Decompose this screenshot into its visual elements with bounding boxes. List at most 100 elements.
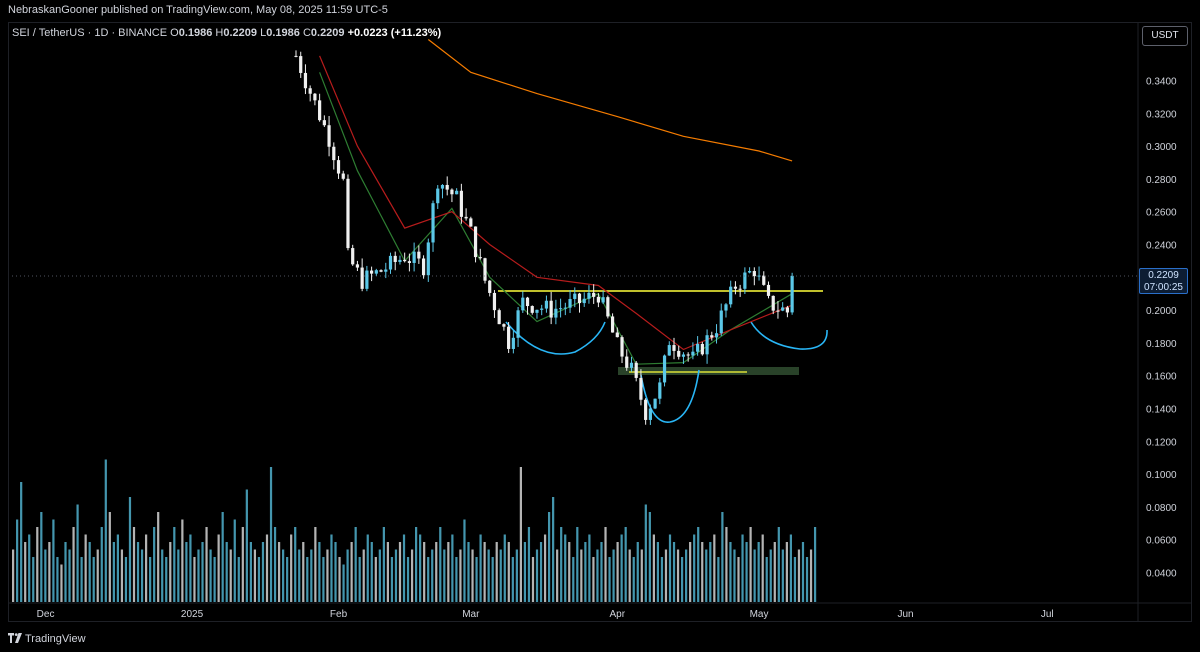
moving-average-line (427, 39, 793, 162)
candle-body (752, 271, 756, 277)
x-tick-label: May (750, 609, 769, 620)
volume-bar (745, 542, 748, 602)
candle-body (601, 297, 605, 303)
volume-bar (241, 527, 244, 602)
volume-bar (491, 557, 494, 602)
volume-bar (173, 527, 176, 602)
volume-bar (197, 549, 200, 602)
candle-body (355, 264, 360, 268)
volume-bar (398, 542, 402, 602)
volume-bar (237, 557, 240, 602)
volume-bar (213, 557, 216, 602)
volume-bar (515, 549, 518, 602)
volume-bar (660, 557, 664, 602)
candle-body (776, 310, 780, 312)
candle-body (318, 100, 322, 121)
volume-bar (48, 542, 51, 602)
volume-bar (177, 549, 180, 602)
y-tick-label: 0.3000 (1146, 142, 1177, 153)
volume-bar (628, 549, 631, 602)
y-tick-label: 0.0800 (1146, 503, 1177, 514)
volume-bar (523, 542, 527, 602)
volume-bar (729, 542, 732, 602)
volume-bar (511, 557, 514, 602)
volume-bar (253, 549, 257, 602)
candle-body (762, 275, 766, 285)
volume-bar (72, 527, 75, 602)
y-tick-label: 0.3200 (1146, 109, 1177, 120)
volume-bar (793, 557, 797, 602)
volume-bar (713, 534, 716, 602)
volume-bar (471, 549, 474, 602)
volume-bar (781, 549, 784, 602)
volume-bar (88, 542, 91, 602)
candle-body (332, 146, 336, 161)
volume-bar (616, 542, 619, 602)
time-axis[interactable]: Dec 2025 Feb Mar Apr May Jun Jul (37, 609, 1054, 620)
volume-bar (257, 557, 261, 602)
volume-bar (475, 557, 478, 602)
volume-bar (568, 542, 571, 602)
volume-bar (765, 557, 768, 602)
y-tick-label: 0.0600 (1146, 536, 1177, 547)
x-tick-label: Mar (462, 609, 480, 620)
price-axis[interactable]: 0.3400 0.3200 0.3000 0.2800 0.2600 0.2400 0.22… (1146, 77, 1177, 580)
close-value: 0.2209 (310, 27, 345, 39)
volume-bar (265, 534, 269, 602)
volume-bar (273, 527, 277, 602)
y-tick-label: 0.0400 (1146, 569, 1177, 580)
candle-body (563, 307, 567, 309)
volume-bar (733, 549, 736, 602)
candle-body (384, 269, 388, 272)
candle-body (492, 292, 497, 311)
candle-body (417, 251, 421, 259)
candle-body (544, 300, 549, 309)
candle-body (677, 350, 681, 357)
volume-bar (229, 549, 232, 602)
volume-bar (310, 549, 313, 602)
x-tick-label: 2025 (181, 609, 204, 620)
volume-bar (487, 549, 490, 602)
publisher-line: NebraskanGooner published on TradingView… (8, 4, 388, 16)
candle-body (686, 354, 690, 356)
volume-bar (60, 564, 63, 602)
candle-body (464, 216, 468, 219)
volume-bar (693, 534, 696, 602)
volume-bar (608, 557, 611, 602)
candle-body (516, 310, 520, 338)
volume-bar (805, 557, 809, 602)
tradingview-logo-icon (8, 633, 22, 643)
currency-button[interactable]: USDT (1142, 26, 1188, 46)
volume-bar (64, 542, 67, 602)
volume-bar (221, 512, 224, 602)
volume-bar (672, 542, 676, 602)
tradingview-logo[interactable]: TradingView (8, 632, 86, 645)
low-value: 0.1986 (266, 27, 300, 39)
volume-bar (410, 549, 414, 602)
volume-bar (455, 557, 458, 602)
volume-bar (68, 549, 71, 602)
candle-body (336, 160, 341, 174)
volume-bar (813, 527, 817, 602)
volume-bar (44, 549, 47, 602)
candle-body (577, 293, 582, 304)
volume-bar (556, 549, 559, 602)
volume-bar (499, 549, 502, 602)
volume-bar (56, 557, 59, 602)
candle-body (388, 255, 393, 270)
volume-bar (394, 549, 398, 602)
volume-bar (40, 512, 43, 602)
tradingview-brand: TradingView (25, 633, 86, 645)
volume-bar (640, 549, 643, 602)
candle-body (700, 343, 704, 355)
volume-bar (721, 512, 724, 602)
candle-body (620, 337, 624, 357)
candle-body (672, 345, 676, 351)
volume-bar (576, 527, 579, 602)
volume-bar (503, 534, 506, 602)
candle-body (766, 284, 771, 296)
volume-bar (104, 459, 107, 602)
volume-bar (705, 549, 708, 602)
volume-bar (370, 542, 373, 602)
